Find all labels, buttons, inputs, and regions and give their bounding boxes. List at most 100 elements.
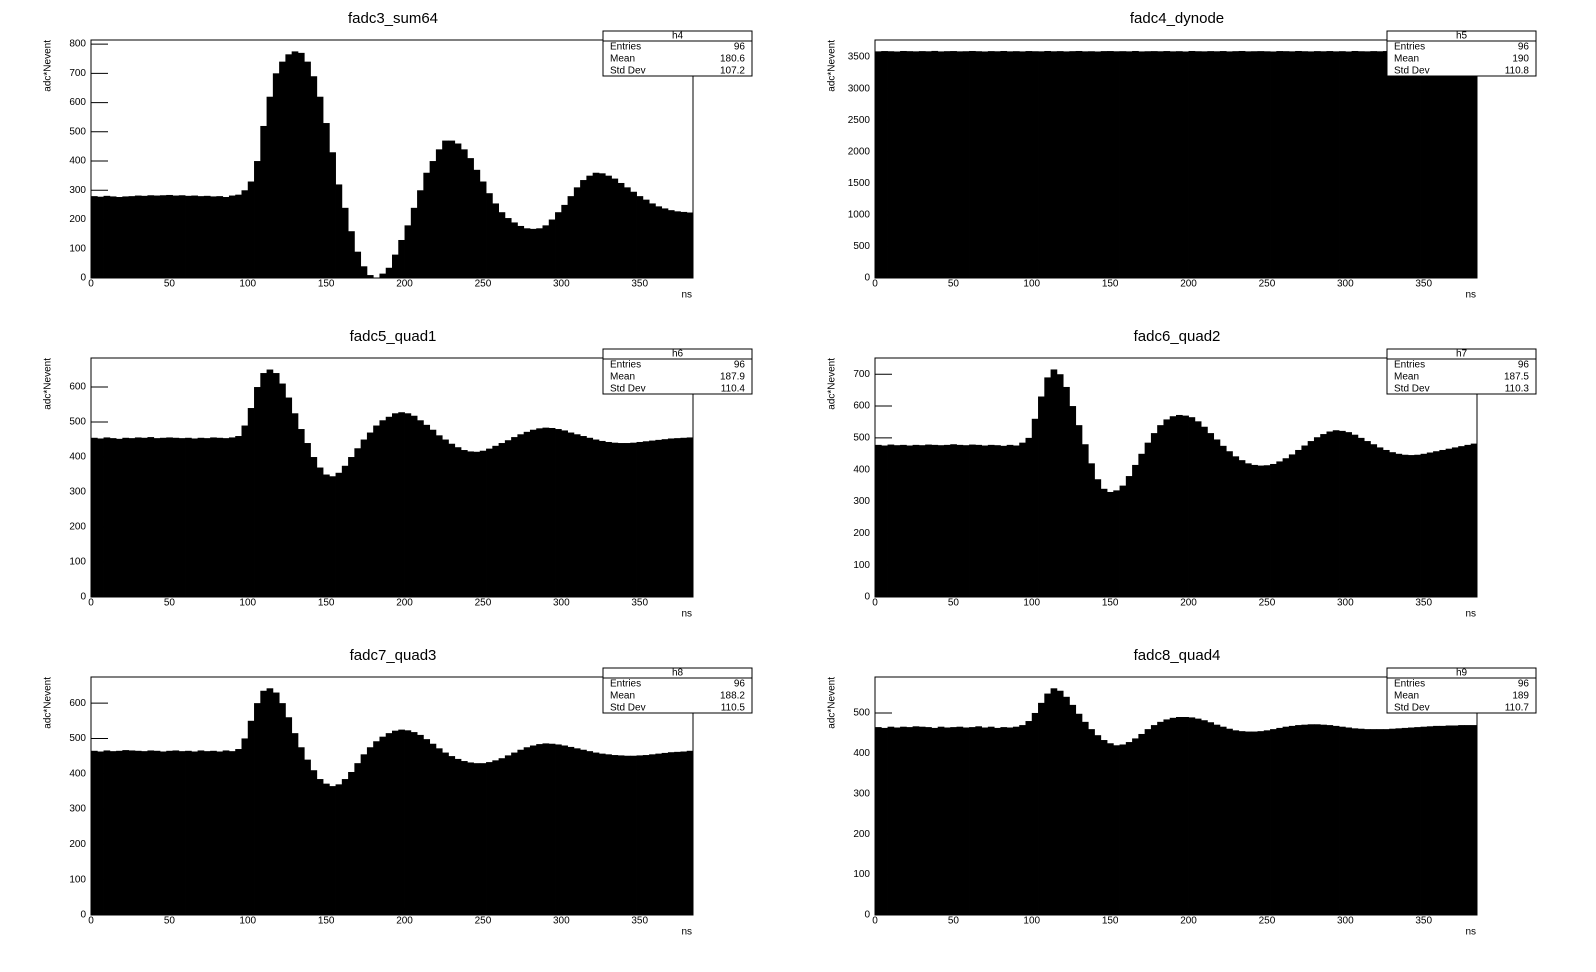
- bar: [956, 444, 964, 597]
- bar: [523, 431, 531, 597]
- x-tick-label: 0: [88, 279, 94, 290]
- bar: [360, 754, 368, 915]
- stats-value: 187.9: [720, 372, 745, 383]
- bar: [655, 753, 663, 915]
- bar: [1244, 731, 1252, 915]
- bar: [1119, 744, 1127, 915]
- bar: [1176, 414, 1183, 597]
- bar: [1194, 421, 1202, 597]
- bar: [1345, 51, 1352, 278]
- bar: [1458, 446, 1465, 597]
- x-tick-label: 200: [396, 916, 413, 927]
- y-tick-label: 0: [80, 592, 86, 603]
- bar: [1226, 51, 1233, 278]
- bar: [1138, 733, 1146, 915]
- bar: [1163, 719, 1171, 915]
- y-tick-label: 100: [69, 874, 86, 885]
- bar: [893, 727, 901, 915]
- bar: [1194, 51, 1202, 278]
- x-tick-label: 200: [1180, 598, 1197, 609]
- bar: [1263, 730, 1271, 915]
- stats-label: Entries: [1394, 42, 1425, 53]
- bar: [1376, 729, 1384, 915]
- bar: [1150, 433, 1158, 597]
- y-axis-label: adc*Nevent: [827, 358, 838, 410]
- bar: [1201, 426, 1208, 597]
- bar: [1031, 51, 1039, 278]
- x-axis-label: ns: [681, 290, 692, 301]
- bar: [323, 123, 330, 278]
- bar: [1232, 456, 1240, 597]
- bar: [649, 203, 656, 278]
- bar: [216, 437, 224, 597]
- x-tick-label: 150: [1102, 279, 1119, 290]
- bar: [931, 50, 939, 279]
- bar: [103, 437, 111, 597]
- bar: [1414, 51, 1421, 278]
- bar: [1176, 717, 1183, 915]
- bar: [429, 161, 437, 278]
- bar: [1288, 725, 1296, 915]
- stats-label: Entries: [610, 360, 641, 371]
- bar: [1050, 51, 1058, 279]
- bar: [686, 212, 694, 278]
- bar: [1138, 453, 1146, 597]
- bar: [435, 149, 443, 278]
- bar: [1169, 51, 1177, 278]
- bar: [141, 437, 148, 597]
- bar: [542, 427, 550, 597]
- plot-frame: [90, 39, 694, 279]
- bar: [1426, 726, 1434, 915]
- bar: [642, 441, 650, 597]
- bar: [969, 727, 976, 915]
- y-tick-label: 300: [853, 496, 870, 507]
- bar: [1332, 430, 1340, 597]
- bar: [1044, 693, 1051, 915]
- bar: [667, 752, 675, 915]
- y-tick-label: 200: [69, 214, 86, 225]
- bar: [1433, 51, 1440, 278]
- stats-label: Std Dev: [1394, 66, 1430, 77]
- bar: [1270, 729, 1277, 915]
- bar: [1339, 430, 1346, 597]
- histogram-panel: fadc5_quad1 0 100 200 300 400 500 600 0 50 100 150 2…: [43, 328, 753, 620]
- bar: [216, 751, 224, 915]
- bar: [1000, 50, 1008, 278]
- bar: [109, 438, 117, 597]
- bar: [1351, 728, 1359, 915]
- bar: [1282, 51, 1290, 278]
- bar: [1031, 712, 1039, 915]
- y-tick-label: 0: [864, 273, 870, 284]
- bar: [1201, 51, 1208, 278]
- y-tick-label: 300: [69, 487, 86, 498]
- x-tick-label: 150: [318, 598, 335, 609]
- bar: [975, 726, 983, 915]
- chart-title: fadc6_quad2: [1134, 328, 1221, 345]
- bar: [435, 748, 443, 915]
- bar: [1307, 724, 1315, 915]
- bar: [442, 439, 449, 597]
- x-tick-label: 350: [1415, 279, 1432, 290]
- bar: [1176, 51, 1183, 278]
- bar: [624, 187, 631, 278]
- bar: [454, 758, 462, 915]
- bar: [1194, 718, 1202, 915]
- bar: [191, 438, 199, 597]
- bar: [467, 762, 474, 915]
- bar: [1201, 720, 1208, 915]
- x-tick-label: 0: [88, 598, 94, 609]
- bar: [166, 194, 173, 278]
- x-tick-label: 0: [872, 279, 878, 290]
- bar: [925, 51, 932, 279]
- x-tick-label: 150: [1102, 916, 1119, 927]
- bar: [1433, 451, 1440, 597]
- bar: [222, 438, 230, 597]
- bar: [1351, 434, 1359, 597]
- plot-frame: [874, 676, 1478, 916]
- bar: [950, 444, 957, 597]
- bar: [404, 225, 412, 278]
- stats-label: Mean: [1394, 54, 1419, 65]
- bar: [504, 755, 512, 915]
- bar: [486, 448, 493, 597]
- bar: [235, 749, 242, 915]
